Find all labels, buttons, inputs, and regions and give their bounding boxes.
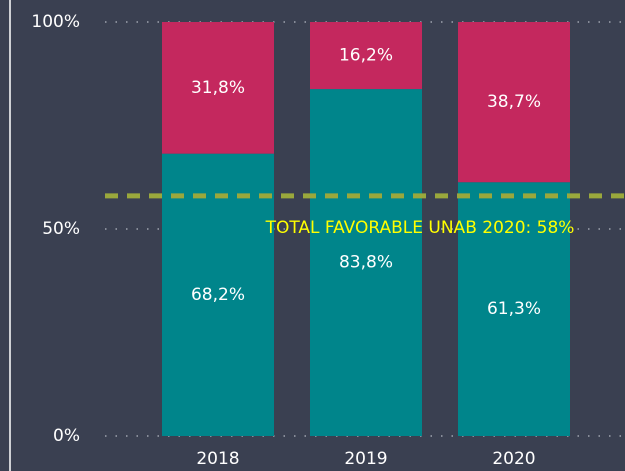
data-label: 31,8% xyxy=(191,78,245,98)
data-label: 68,2% xyxy=(191,285,245,305)
y-tick-label: 50% xyxy=(42,219,80,239)
y-tick-label: 100% xyxy=(31,12,80,32)
bar-segment xyxy=(162,22,274,154)
bar-segment xyxy=(458,22,570,183)
bar-segment xyxy=(310,22,422,90)
bar-segment xyxy=(458,182,570,436)
x-tick-label: 2019 xyxy=(344,449,387,469)
bar-segment xyxy=(162,153,274,437)
bar-segment xyxy=(310,89,422,437)
data-label: 61,3% xyxy=(487,299,541,319)
data-label: 38,7% xyxy=(487,92,541,112)
data-label: 83,8% xyxy=(339,253,393,273)
x-tick-label: 2020 xyxy=(492,449,535,469)
reference-label: TOTAL FAVORABLE UNAB 2020: 58% xyxy=(265,218,575,238)
y-tick-label: 0% xyxy=(53,426,80,446)
x-tick-label: 2018 xyxy=(196,449,239,469)
data-label: 16,2% xyxy=(339,46,393,66)
